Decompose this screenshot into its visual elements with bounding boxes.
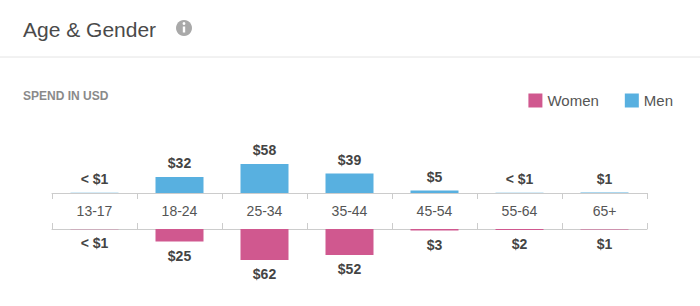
svg-text:$58: $58 [253, 142, 277, 158]
svg-text:55-64: 55-64 [502, 203, 538, 219]
svg-text:$62: $62 [253, 266, 277, 282]
svg-text:$5: $5 [427, 169, 443, 185]
svg-text:$25: $25 [168, 248, 192, 264]
svg-text:$1: $1 [597, 171, 613, 187]
svg-text:Men: Men [644, 92, 673, 109]
svg-text:SPEND IN USD: SPEND IN USD [23, 89, 109, 103]
svg-text:$3: $3 [427, 237, 443, 253]
svg-text:35-44: 35-44 [332, 203, 368, 219]
svg-text:65+: 65+ [593, 203, 617, 219]
svg-text:18-24: 18-24 [162, 203, 198, 219]
svg-text:< $1: < $1 [81, 235, 109, 251]
svg-text:< $1: < $1 [506, 171, 534, 187]
svg-text:Age & Gender: Age & Gender [23, 18, 156, 41]
svg-text:$39: $39 [338, 152, 362, 168]
svg-text:$52: $52 [338, 261, 362, 277]
svg-text:Women: Women [547, 92, 598, 109]
svg-text:$2: $2 [512, 236, 528, 252]
svg-text:13-17: 13-17 [77, 203, 113, 219]
svg-text:< $1: < $1 [81, 171, 109, 187]
svg-text:45-54: 45-54 [417, 203, 453, 219]
svg-text:$1: $1 [597, 236, 613, 252]
svg-text:25-34: 25-34 [247, 203, 283, 219]
svg-text:$32: $32 [168, 155, 192, 171]
